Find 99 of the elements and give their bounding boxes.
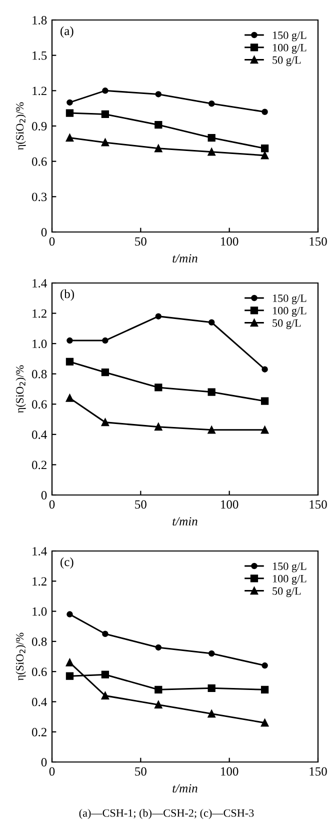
y-tick-label: 0.6	[32, 668, 47, 676]
point	[155, 644, 162, 651]
chart-title: (a)	[60, 26, 74, 38]
x-tick-label: 100	[221, 767, 238, 776]
y-tick-label: 0.9	[32, 122, 47, 131]
y-tick-label: 0.4	[32, 430, 47, 439]
point	[208, 100, 215, 107]
point	[101, 670, 110, 678]
x-tick-label: 150	[310, 500, 327, 509]
legend-label: 100 g/L	[272, 306, 306, 317]
y-tick-label: 1.4	[32, 547, 47, 556]
y-tick-label: 0	[41, 758, 47, 766]
x-tick-label: 150	[310, 767, 327, 776]
point	[260, 718, 269, 727]
point	[208, 134, 216, 142]
x-tick-label: 0	[49, 237, 55, 246]
y-tick-label: 1.5	[32, 51, 47, 60]
x-tick-label: 100	[221, 500, 238, 509]
x-tick-label: 50	[135, 767, 146, 776]
x-tick-label: 0	[49, 767, 55, 776]
y-tick-label: 0.8	[32, 370, 47, 378]
y-tick-label: 1.8	[32, 16, 47, 25]
legend-label: 150 g/L	[272, 32, 306, 42]
point	[260, 144, 269, 152]
y-tick-label: 0	[41, 228, 47, 236]
point	[155, 313, 162, 320]
point	[154, 423, 162, 431]
point	[66, 109, 74, 117]
y-tick-label: 0.6	[32, 157, 47, 166]
x-axis-title: t/min	[172, 784, 198, 793]
y-axis-title: η(SiO$_{2}$)/%	[16, 632, 26, 680]
chart-title: (b)	[60, 289, 74, 301]
text: (a)—CSH-1; (b)—CSH-2; (c)—CSH-3	[79, 808, 254, 820]
point	[154, 384, 162, 392]
point	[262, 108, 268, 115]
point	[260, 426, 269, 434]
y-tick-label: 0	[41, 491, 47, 500]
legend-label: 100 g/L	[272, 44, 306, 54]
point	[208, 684, 216, 692]
legend-label: 100 g/L	[272, 574, 306, 585]
point	[208, 650, 215, 657]
point	[208, 426, 216, 434]
legend-label: 150 g/L	[272, 294, 306, 304]
y-tick-label: 0.4	[32, 698, 47, 706]
x-axis-title: t/min	[172, 254, 198, 263]
y-tick-label: 0.6	[32, 400, 47, 409]
point	[154, 686, 162, 694]
y-axis-title: η(SiO$_{2}$)/%	[16, 365, 26, 413]
legend-label: 150 g/L	[272, 562, 306, 572]
point	[102, 88, 108, 94]
point	[154, 121, 162, 129]
point	[101, 418, 110, 426]
point	[101, 110, 110, 118]
point	[208, 388, 216, 396]
y-tick-label: 0.2	[32, 728, 46, 736]
x-tick-label: 0	[49, 500, 55, 509]
point	[66, 611, 73, 618]
legend-label: 50 g/L	[272, 587, 301, 598]
x-tick-label: 50	[135, 237, 146, 246]
y-tick-label: 0.3	[32, 192, 47, 202]
y-tick-label: 1.2	[32, 309, 46, 318]
y-tick-label: 0.8	[32, 637, 47, 646]
x-tick-label: 50	[135, 500, 146, 509]
point	[101, 692, 110, 700]
point	[101, 138, 110, 146]
point	[208, 148, 216, 156]
y-tick-label: 1.0	[32, 607, 47, 616]
point	[154, 700, 162, 709]
y-axis-title: η(SiO$_{2}$)/%	[16, 102, 26, 150]
point	[66, 672, 74, 680]
point	[260, 686, 269, 694]
point	[66, 394, 74, 402]
legend-label: 50 g/L	[272, 56, 301, 66]
point	[208, 319, 215, 326]
chart-title: (c)	[60, 557, 74, 569]
point	[66, 99, 73, 106]
y-tick-label: 0.2	[32, 460, 46, 470]
y-tick-label: 1.2	[32, 86, 46, 96]
point	[154, 144, 162, 152]
point	[66, 358, 74, 366]
point	[262, 366, 268, 372]
point	[101, 368, 110, 376]
x-tick-label: 150	[310, 237, 327, 246]
y-tick-label: 1.2	[32, 577, 46, 586]
y-tick-label: 1.0	[32, 340, 47, 348]
point	[260, 397, 269, 405]
point	[102, 337, 108, 344]
point	[262, 662, 268, 669]
point	[102, 630, 108, 638]
x-axis-title: t/min	[172, 517, 198, 526]
x-tick-label: 100	[221, 237, 238, 246]
point	[66, 337, 73, 344]
point	[66, 658, 74, 666]
point	[260, 152, 269, 160]
point	[208, 710, 216, 718]
point	[155, 91, 162, 98]
legend-label: 50 g/L	[272, 319, 301, 330]
y-tick-label: 1.4	[32, 279, 47, 288]
point	[66, 134, 74, 142]
